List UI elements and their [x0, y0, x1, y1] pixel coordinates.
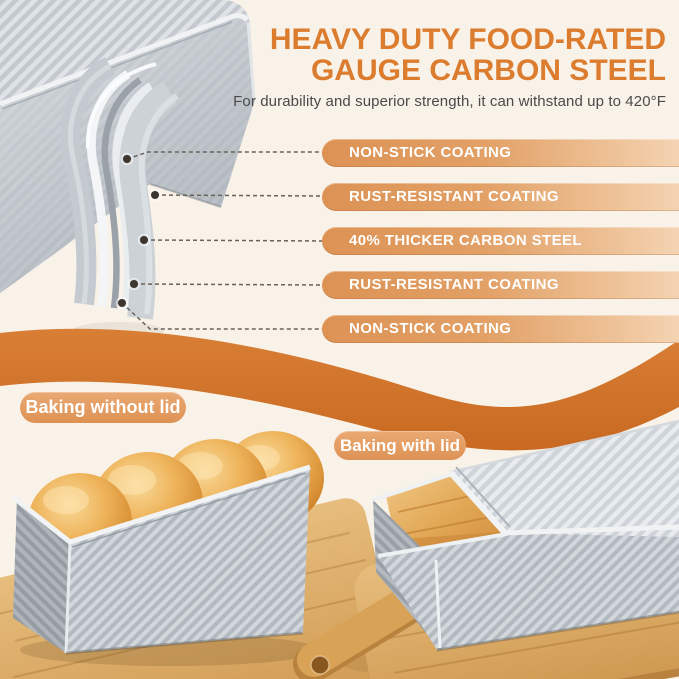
callout-pill-rust-resistant-bottom: RUST-RESISTANT COATING: [322, 271, 679, 299]
callout-dot: [118, 299, 126, 307]
scene-baking-with-lid: [293, 419, 679, 679]
pan-cutaway-illustration: [0, 0, 256, 340]
loaf-pan-with-lid: [372, 419, 679, 652]
header: HEAVY DUTY FOOD-RATED GAUGE CARBON STEEL…: [228, 24, 666, 110]
callout-dots: [115, 152, 162, 310]
wave-divider: [0, 328, 679, 451]
page-subtitle: For durability and superior strength, it…: [233, 93, 666, 110]
coating-layer-peel: [60, 57, 179, 340]
callout-pill-non-stick-top: NON-STICK COATING: [322, 139, 679, 167]
callout-dot: [151, 191, 159, 199]
callout-pill-carbon-steel: 40% THICKER CARBON STEEL: [322, 227, 679, 255]
callout-leader-lines: [121, 151, 327, 330]
scene-baking-without-lid: [0, 431, 405, 679]
page-title-line2: GAUGE CARBON STEEL: [310, 54, 666, 87]
paddle-hanging-hole: [311, 656, 329, 674]
scene-label-with-lid: Baking with lid: [334, 431, 466, 460]
callout-pill-non-stick-bottom: NON-STICK COATING: [322, 315, 679, 343]
callout-dot: [130, 280, 138, 288]
callout-pill-rust-resistant-top: RUST-RESISTANT COATING: [322, 183, 679, 211]
callout-dot: [123, 155, 131, 163]
scene-label-without-lid: Baking without lid: [20, 392, 186, 423]
loaf-pan-without-lid: [11, 464, 311, 655]
sliding-lid: [447, 419, 679, 537]
callout-dot: [140, 236, 148, 244]
page-title-line1: HEAVY DUTY FOOD-RATED: [269, 23, 666, 56]
